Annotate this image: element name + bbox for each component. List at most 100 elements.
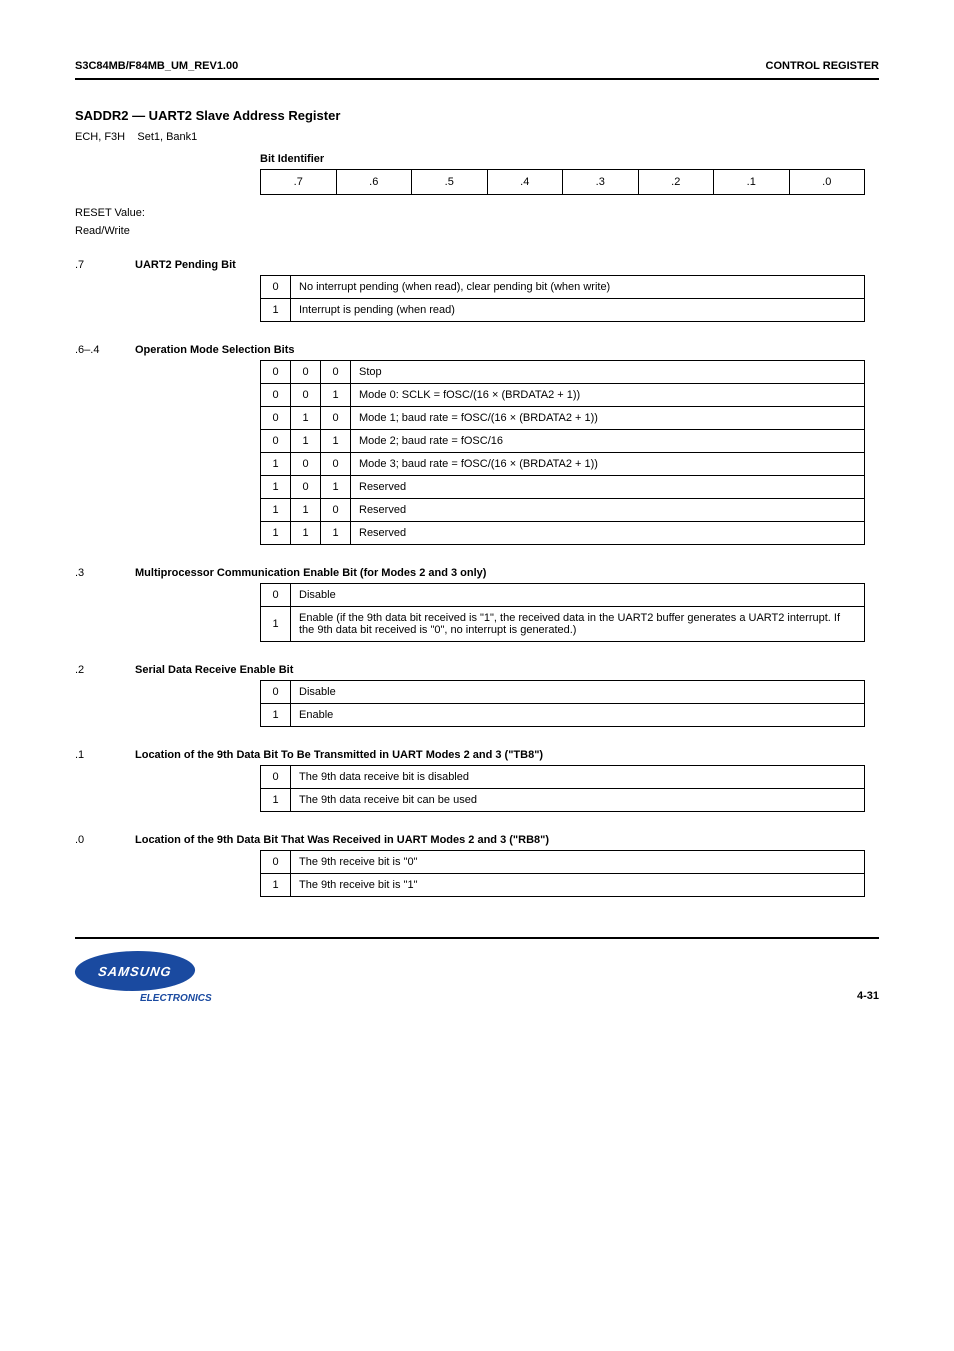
footer: SAMSUNG ELECTRONICS 4-31 bbox=[75, 937, 879, 1002]
table-cell: 0 bbox=[291, 384, 321, 407]
field-bitspec: .6–.4 bbox=[75, 344, 135, 356]
table-cell: Mode 3; baud rate = fOSC/(16 × (BRDATA2 … bbox=[351, 453, 865, 476]
field-title-text: Location of the 9th Data Bit To Be Trans… bbox=[135, 749, 543, 761]
footer-rule bbox=[75, 937, 879, 939]
table-cell: 1 bbox=[321, 522, 351, 545]
bit-cell: .0 bbox=[790, 170, 866, 194]
field-bitspec: .0 bbox=[75, 834, 135, 846]
table-cell: 1 bbox=[261, 522, 291, 545]
table-cell: 0 bbox=[261, 584, 291, 607]
field-title: .2Serial Data Receive Enable Bit bbox=[75, 664, 879, 676]
bit-cell: .4 bbox=[488, 170, 564, 194]
header-rule bbox=[75, 78, 879, 80]
table-cell: 1 bbox=[261, 874, 291, 897]
table-cell: 0 bbox=[261, 276, 291, 299]
table-cell: No interrupt pending (when read), clear … bbox=[291, 276, 865, 299]
table-row: 010Mode 1; baud rate = fOSC/(16 × (BRDAT… bbox=[261, 407, 865, 430]
table-cell: 0 bbox=[321, 361, 351, 384]
table-row: 000Stop bbox=[261, 361, 865, 384]
field-title: .6–.4Operation Mode Selection Bits bbox=[75, 344, 879, 356]
field-table: 0The 9th data receive bit is disabled1Th… bbox=[260, 765, 865, 812]
fields-container: .7UART2 Pending Bit0No interrupt pending… bbox=[75, 259, 879, 897]
table-cell: 1 bbox=[321, 476, 351, 499]
table-row: 1Interrupt is pending (when read) bbox=[261, 299, 865, 322]
table-row: 0Disable bbox=[261, 584, 865, 607]
table-cell: The 9th receive bit is "1" bbox=[291, 874, 865, 897]
table-cell: Enable bbox=[291, 704, 865, 727]
table-cell: 0 bbox=[261, 851, 291, 874]
bit-cell: .1 bbox=[714, 170, 790, 194]
field-bitspec: .1 bbox=[75, 749, 135, 761]
field-table: 0Disable1Enable (if the 9th data bit rec… bbox=[260, 583, 865, 642]
section-title: SADDR2 — UART2 Slave Address Register bbox=[75, 108, 879, 123]
field-block: .2Serial Data Receive Enable Bit 0Disable… bbox=[75, 664, 879, 727]
table-cell: 0 bbox=[291, 361, 321, 384]
table-cell: 1 bbox=[261, 789, 291, 812]
table-cell: The 9th receive bit is "0" bbox=[291, 851, 865, 874]
field-title-text: Serial Data Receive Enable Bit bbox=[135, 664, 293, 676]
field-title: .7UART2 Pending Bit bbox=[75, 259, 879, 271]
table-cell: 0 bbox=[321, 453, 351, 476]
field-title-text: UART2 Pending Bit bbox=[135, 259, 236, 271]
table-cell: 0 bbox=[261, 430, 291, 453]
table-row: 0The 9th receive bit is "0" bbox=[261, 851, 865, 874]
table-row: 0Disable bbox=[261, 681, 865, 704]
field-block: .3Multiprocessor Communication Enable Bi… bbox=[75, 567, 879, 642]
field-title-text: Location of the 9th Data Bit That Was Re… bbox=[135, 834, 549, 846]
field-title: .3Multiprocessor Communication Enable Bi… bbox=[75, 567, 879, 579]
field-bitspec: .3 bbox=[75, 567, 135, 579]
field-block: .0Location of the 9th Data Bit That Was … bbox=[75, 834, 879, 897]
bit-cell: .7 bbox=[261, 170, 337, 194]
table-cell: Disable bbox=[291, 584, 865, 607]
table-cell: 1 bbox=[261, 704, 291, 727]
table-row: 1The 9th receive bit is "1" bbox=[261, 874, 865, 897]
table-cell: 1 bbox=[291, 499, 321, 522]
logo-text: SAMSUNG bbox=[97, 964, 173, 979]
bit-cell: .6 bbox=[337, 170, 413, 194]
register-addr: ECH, F3H bbox=[75, 131, 125, 143]
table-cell: 0 bbox=[261, 361, 291, 384]
field-table: 000Stop001Mode 0: SCLK = fOSC/(16 × (BRD… bbox=[260, 360, 865, 545]
field-bitspec: .2 bbox=[75, 664, 135, 676]
table-cell: Enable (if the 9th data bit received is … bbox=[291, 607, 865, 642]
table-cell: 1 bbox=[291, 407, 321, 430]
table-row: 001Mode 0: SCLK = fOSC/(16 × (BRDATA2 + … bbox=[261, 384, 865, 407]
table-cell: 0 bbox=[291, 453, 321, 476]
register-page: Set1, Bank1 bbox=[137, 131, 197, 143]
table-cell: Mode 0: SCLK = fOSC/(16 × (BRDATA2 + 1)) bbox=[351, 384, 865, 407]
table-cell: Disable bbox=[291, 681, 865, 704]
field-block: .6–.4Operation Mode Selection Bits000Sto… bbox=[75, 344, 879, 545]
logo-subtext: ELECTRONICS bbox=[140, 993, 212, 1004]
bit-cell: .5 bbox=[412, 170, 488, 194]
page-header: S3C84MB/F84MB_UM_REV1.00 CONTROL REGISTE… bbox=[75, 60, 879, 72]
table-cell: 0 bbox=[321, 407, 351, 430]
field-title: .1Location of the 9th Data Bit To Be Tra… bbox=[75, 749, 879, 761]
field-bitspec: .7 bbox=[75, 259, 135, 271]
header-left: S3C84MB/F84MB_UM_REV1.00 bbox=[75, 60, 238, 72]
table-cell: 0 bbox=[261, 681, 291, 704]
reset-value-label: RESET Value: bbox=[75, 207, 260, 219]
table-cell: Reserved bbox=[351, 522, 865, 545]
field-title-text: Operation Mode Selection Bits bbox=[135, 344, 295, 356]
table-cell: 0 bbox=[291, 476, 321, 499]
header-right: CONTROL REGISTER bbox=[766, 60, 879, 72]
register-info: ECH, F3H Set1, Bank1 bbox=[75, 131, 879, 143]
bits-caption: RESET Value: Read/Write bbox=[75, 207, 879, 237]
table-row: 111Reserved bbox=[261, 522, 865, 545]
read-write-label: Read/Write bbox=[75, 225, 260, 237]
field-title-text: Multiprocessor Communication Enable Bit … bbox=[135, 567, 486, 579]
field-table: 0No interrupt pending (when read), clear… bbox=[260, 275, 865, 322]
table-row: 1The 9th data receive bit can be used bbox=[261, 789, 865, 812]
table-cell: 1 bbox=[261, 499, 291, 522]
field-table: 0Disable1Enable bbox=[260, 680, 865, 727]
table-cell: 1 bbox=[261, 476, 291, 499]
table-cell: Interrupt is pending (when read) bbox=[291, 299, 865, 322]
table-row: 011Mode 2; baud rate = fOSC/16 bbox=[261, 430, 865, 453]
bit-cell: .2 bbox=[639, 170, 715, 194]
table-row: 1Enable bbox=[261, 704, 865, 727]
table-cell: 0 bbox=[321, 499, 351, 522]
table-row: 0The 9th data receive bit is disabled bbox=[261, 766, 865, 789]
table-cell: Reserved bbox=[351, 499, 865, 522]
table-cell: Mode 2; baud rate = fOSC/16 bbox=[351, 430, 865, 453]
table-cell: Stop bbox=[351, 361, 865, 384]
